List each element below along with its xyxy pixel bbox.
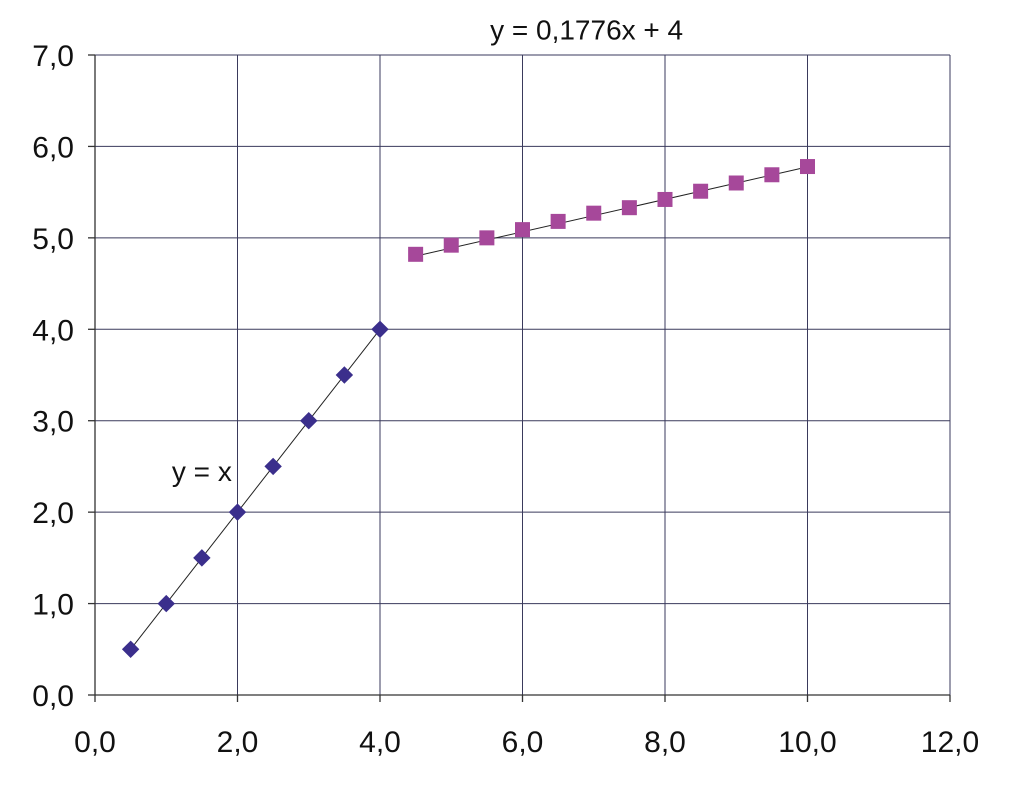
data-point-square [408, 246, 424, 262]
trendline-series-1 [130, 328, 381, 650]
data-point-square [586, 205, 602, 221]
x-tick-label: 12,0 [921, 726, 979, 759]
x-tick-label: 10,0 [778, 726, 836, 759]
grid-layer [95, 54, 951, 695]
data-point-square [443, 237, 459, 253]
data-point-diamond [371, 320, 389, 338]
axis-layer: 0,0 2,0 4,0 6,0 8,0 10,0 12,0 0,0 1,0 2,0 3,0 4,0 5,… [32, 40, 979, 759]
trendline-series-2 [415, 166, 808, 257]
annotation-label: y = x [172, 456, 232, 487]
x-tick-label: 2,0 [217, 726, 259, 759]
data-point-square [693, 183, 709, 199]
data-point-square [515, 222, 530, 238]
data-point-square [621, 200, 637, 216]
data-point-diamond [121, 640, 140, 658]
data-point-diamond [264, 457, 282, 476]
y-tick-label: 0,0 [32, 680, 74, 713]
label-layer: y = x y = 0,1776x + 4 [172, 14, 683, 487]
trendline-layer [130, 166, 808, 650]
data-point-square [728, 175, 744, 191]
y-tick-label: 4,0 [32, 314, 74, 347]
y-tick-label: 2,0 [32, 497, 74, 530]
data-point-diamond [228, 503, 247, 521]
data-point-square [800, 159, 815, 175]
data-point-diamond [300, 412, 318, 430]
data-point-diamond [335, 366, 354, 384]
data-point-square [550, 213, 566, 229]
x-tick-label: 8,0 [644, 726, 686, 759]
data-point-square [657, 191, 673, 207]
y-tick-label: 5,0 [32, 223, 74, 256]
x-tick-label: 4,0 [359, 726, 401, 759]
y-tick-label: 7,0 [32, 40, 74, 73]
y-tick-label: 3,0 [32, 406, 74, 439]
data-point-diamond [157, 594, 175, 613]
data-point-diamond [193, 549, 211, 567]
data-point-square [479, 230, 495, 246]
x-tick-label: 6,0 [502, 726, 544, 759]
annotation-label: y = 0,1776x + 4 [490, 14, 683, 45]
data-point-square [764, 167, 780, 183]
marker-layer [121, 159, 815, 658]
y-tick-label: 6,0 [32, 131, 74, 164]
y-tick-label: 1,0 [32, 589, 74, 622]
x-tick-label: 0,0 [74, 726, 116, 759]
